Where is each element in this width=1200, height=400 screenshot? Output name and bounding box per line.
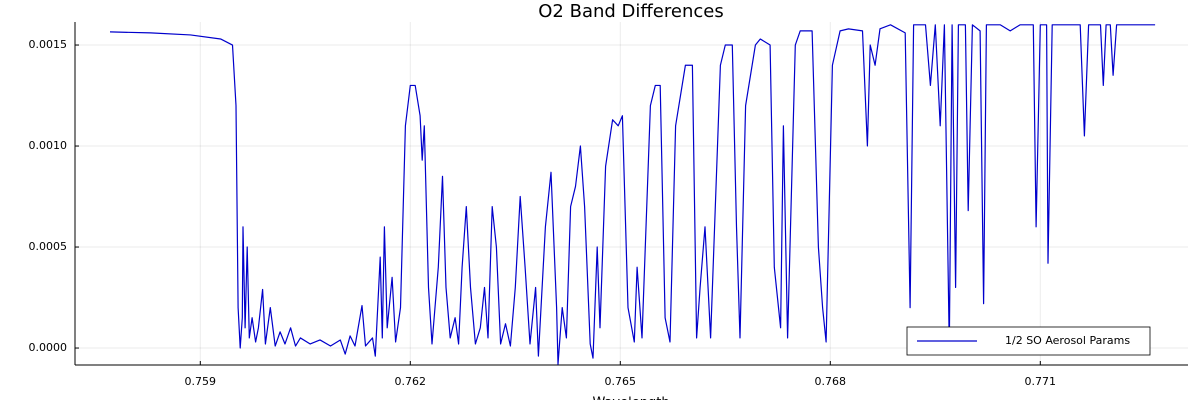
y-tick-label: 0.0000 (29, 341, 68, 354)
x-tick-label: 0.768 (815, 375, 847, 388)
chart-title: O2 Band Differences (538, 1, 723, 22)
y-tick-label: 0.0015 (29, 38, 68, 51)
x-tick-label: 0.771 (1025, 375, 1057, 388)
y-tick-label: 0.0010 (29, 139, 68, 152)
x-tick-label: 0.762 (395, 375, 427, 388)
legend-label: 1/2 SO Aerosol Params (1005, 334, 1130, 347)
data-line (109, 24, 1156, 365)
y-tick-label: 0.0005 (29, 240, 68, 253)
x-tick-label: 0.765 (605, 375, 637, 388)
x-axis-label: Wavelength (592, 396, 669, 400)
x-tick-label: 0.759 (185, 375, 217, 388)
